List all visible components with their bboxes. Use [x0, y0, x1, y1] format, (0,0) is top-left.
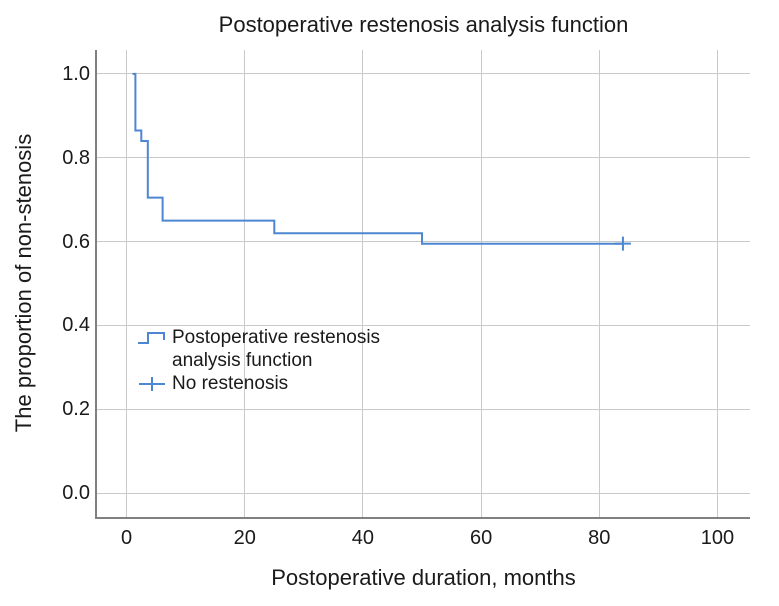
km-curve-svg	[132, 72, 631, 251]
legend-label-curve: Postoperative restenosis analysis functi…	[172, 326, 380, 372]
chart-title: Postoperative restenosis analysis functi…	[218, 12, 629, 37]
x-tick-label-80: 80	[588, 527, 611, 549]
gridline-x-80	[598, 50, 600, 517]
plot-area: Postoperative restenosis analysis functi…	[95, 50, 750, 519]
censor-plus-marker	[614, 236, 631, 251]
legend-label-curve-line2: analysis function	[172, 350, 313, 371]
legend-item-censor: No restenosis	[137, 372, 380, 395]
gridline-x-100	[716, 50, 718, 517]
x-tick-label-40: 40	[351, 527, 375, 549]
x-tick-label-100: 100	[700, 527, 735, 549]
gridline-x-20	[244, 50, 246, 517]
gridline-y-0.4	[97, 324, 750, 326]
legend-label-censor: No restenosis	[172, 373, 289, 394]
gridline-y-0.8	[97, 157, 750, 159]
gridline-y-0.2	[97, 408, 750, 410]
km-step-curve	[132, 72, 623, 245]
gridline-y-0.6	[97, 241, 750, 243]
gridline-y-1.0	[97, 73, 750, 75]
y-tick-label-0.4: 0.4	[62, 314, 90, 337]
x-tick-label-20: 20	[233, 527, 256, 549]
legend-label-curve-line1: Postoperative restenosis	[172, 327, 381, 348]
plus-icon	[139, 377, 165, 391]
y-tick-label-0.6: 0.6	[62, 230, 90, 253]
legend-item-curve: Postoperative restenosis analysis functi…	[137, 326, 380, 372]
x-axis-label: Postoperative duration, months	[271, 565, 576, 590]
y-axis-label: The proportion of non-stenosis	[11, 133, 36, 433]
censor-marker-group	[614, 236, 631, 251]
y-tick-label-0.8: 0.8	[62, 146, 90, 169]
y-tick-label-0.0: 0.0	[62, 482, 90, 505]
gridline-x-60	[480, 50, 482, 517]
y-tick-label-1.0: 1.0	[62, 62, 90, 85]
x-tick-label-0: 0	[120, 527, 133, 549]
step-line-icon	[138, 332, 165, 344]
y-tick-label-0.2: 0.2	[62, 398, 90, 421]
gridline-x-0	[126, 50, 128, 517]
x-tick-label-60: 60	[469, 527, 493, 549]
gridline-y-0.0	[97, 492, 750, 494]
gridline-x-40	[362, 50, 364, 517]
legend: Postoperative restenosis analysis functi…	[137, 326, 380, 395]
